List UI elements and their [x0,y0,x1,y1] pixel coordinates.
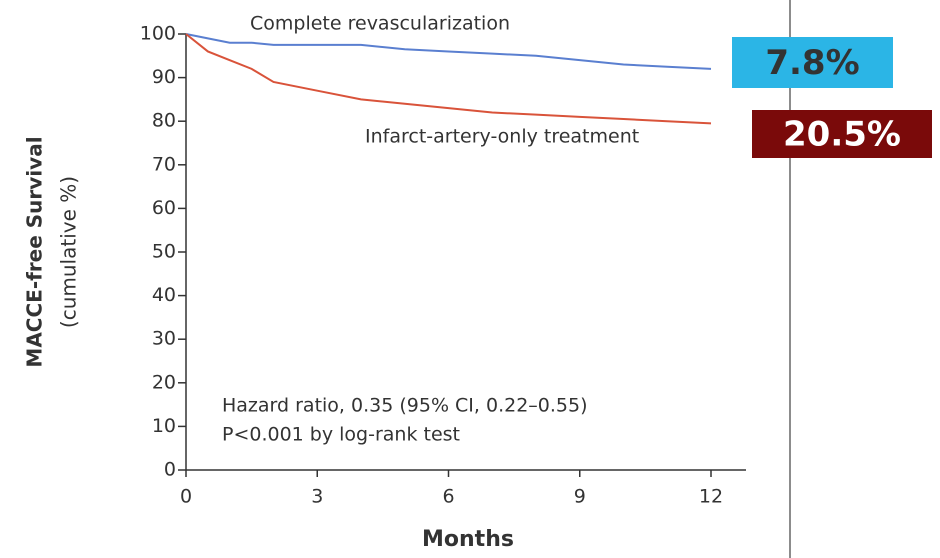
x-tick-label: 9 [574,486,586,508]
y-tick-label: 50 [152,241,176,263]
x-tick-label: 12 [699,486,723,508]
survival-curve [185,33,712,70]
y-tick-label: 70 [152,153,176,175]
y-tick-label: 60 [152,197,176,219]
series-label: Infarct-artery-only treatment [365,126,639,148]
y-tick-label: 0 [164,459,176,481]
y-tick-label: 40 [152,284,176,306]
rate-label: 20.5% [783,115,901,155]
x-tick-label: 0 [180,486,192,508]
y-tick-label: 30 [152,328,176,350]
x-tick-label: 3 [311,486,323,508]
rate-label: 7.8% [765,43,859,83]
annotation: Hazard ratio, 0.35 (95% CI, 0.22–0.55) [222,395,588,417]
rate-box [752,110,932,158]
y-tick-label: 10 [152,415,176,437]
x-tick-label: 6 [442,486,454,508]
annotation: P<0.001 by log-rank test [222,424,460,446]
rate-box [732,37,893,88]
y-tick-label: 90 [152,66,176,88]
y-tick-label: 100 [140,23,176,45]
y-tick-label: 80 [152,110,176,132]
survival-curve [185,33,712,125]
y-axis-label: (cumulative %) [57,176,81,328]
y-axis-label: MACCE-free Survival [23,136,47,367]
y-tick-label: 20 [152,371,176,393]
series-label: Complete revascularization [250,13,510,35]
x-axis-label: Months [422,527,514,552]
